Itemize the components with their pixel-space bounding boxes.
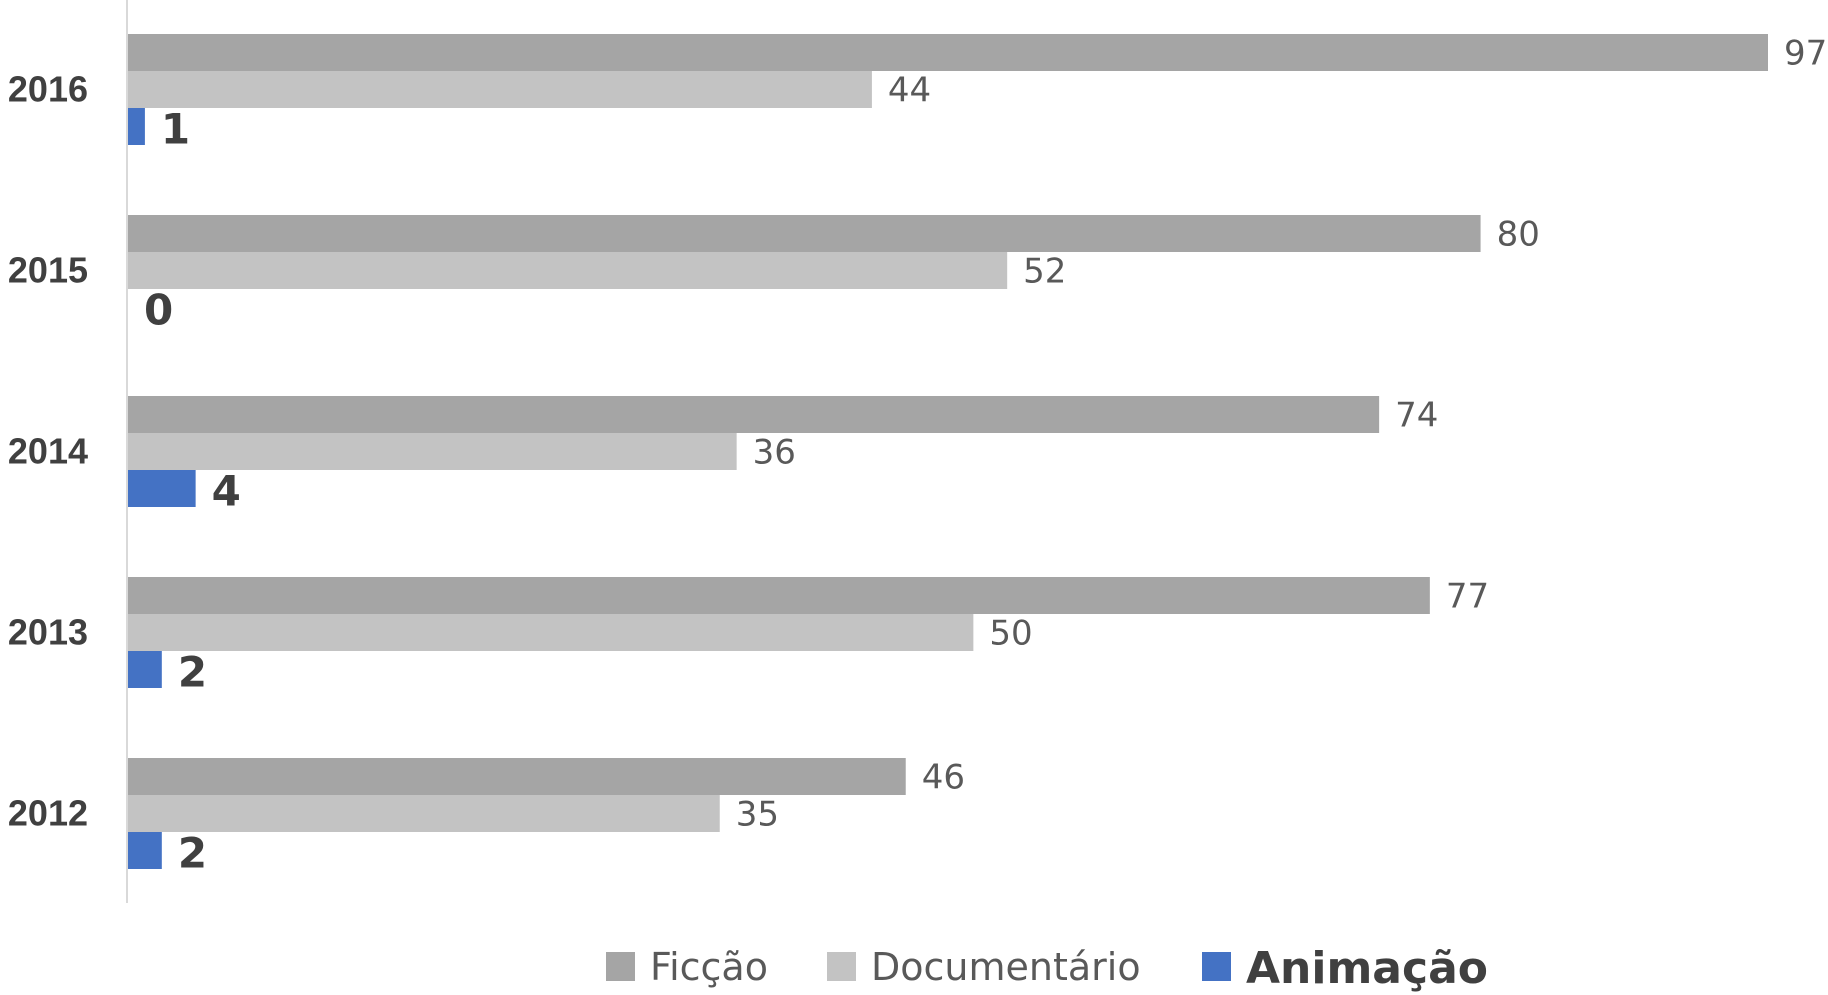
data-label-anima-o-2016: 1 <box>161 105 190 154</box>
legend-label-anima-o: Animação <box>1246 943 1488 994</box>
bar-document-rio-2013 <box>128 614 974 651</box>
bar-document-rio-2014 <box>128 433 737 470</box>
data-label-document-rio-2013: 50 <box>989 614 1032 654</box>
bar-anima-o-2013 <box>128 651 162 688</box>
legend-label-document-rio: Documentário <box>871 945 1141 989</box>
bar-anima-o-2014 <box>128 470 196 507</box>
data-label-document-rio-2014: 36 <box>753 433 796 473</box>
bar-fic-o-2012 <box>128 758 906 795</box>
data-label-document-rio-2012: 35 <box>736 795 779 835</box>
category-label-2014: 2014 <box>8 431 88 472</box>
data-label-fic-o-2015: 80 <box>1497 215 1540 255</box>
legend: Ficção Documentário Animação <box>606 943 1488 994</box>
bars-layer <box>128 34 1768 869</box>
category-label-2013: 2013 <box>8 612 88 653</box>
bar-document-rio-2012 <box>128 795 720 832</box>
data-label-anima-o-2014: 4 <box>212 467 241 516</box>
labels-layer: 2016 97 44 1 2015 80 52 0 2014 74 36 4 2013 77 50 2 2012… <box>8 34 1827 878</box>
bar-document-rio-2016 <box>128 71 872 108</box>
legend-swatch-document-rio <box>827 952 856 981</box>
data-label-fic-o-2013: 77 <box>1446 577 1489 617</box>
data-label-fic-o-2014: 74 <box>1395 396 1438 436</box>
data-label-anima-o-2013: 2 <box>178 648 207 697</box>
bar-fic-o-2016 <box>128 34 1768 71</box>
data-label-fic-o-2016: 97 <box>1784 34 1827 74</box>
category-label-2015: 2015 <box>8 250 88 291</box>
bar-fic-o-2015 <box>128 215 1481 252</box>
bar-anima-o-2016 <box>128 108 145 145</box>
data-label-document-rio-2016: 44 <box>888 71 931 111</box>
bar-anima-o-2012 <box>128 832 162 869</box>
category-label-2016: 2016 <box>8 69 88 110</box>
bar-fic-o-2014 <box>128 396 1380 433</box>
data-label-anima-o-2015: 0 <box>144 286 173 335</box>
data-label-anima-o-2012: 2 <box>178 829 207 878</box>
data-label-fic-o-2012: 46 <box>922 758 965 798</box>
legend-swatch-anima-o <box>1202 952 1231 981</box>
legend-swatch-fic-o <box>606 952 635 981</box>
bar-document-rio-2015 <box>128 252 1008 289</box>
category-label-2012: 2012 <box>8 793 88 834</box>
bar-fic-o-2013 <box>128 577 1430 614</box>
data-label-document-rio-2015: 52 <box>1023 252 1066 292</box>
legend-label-fic-o: Ficção <box>650 945 768 989</box>
